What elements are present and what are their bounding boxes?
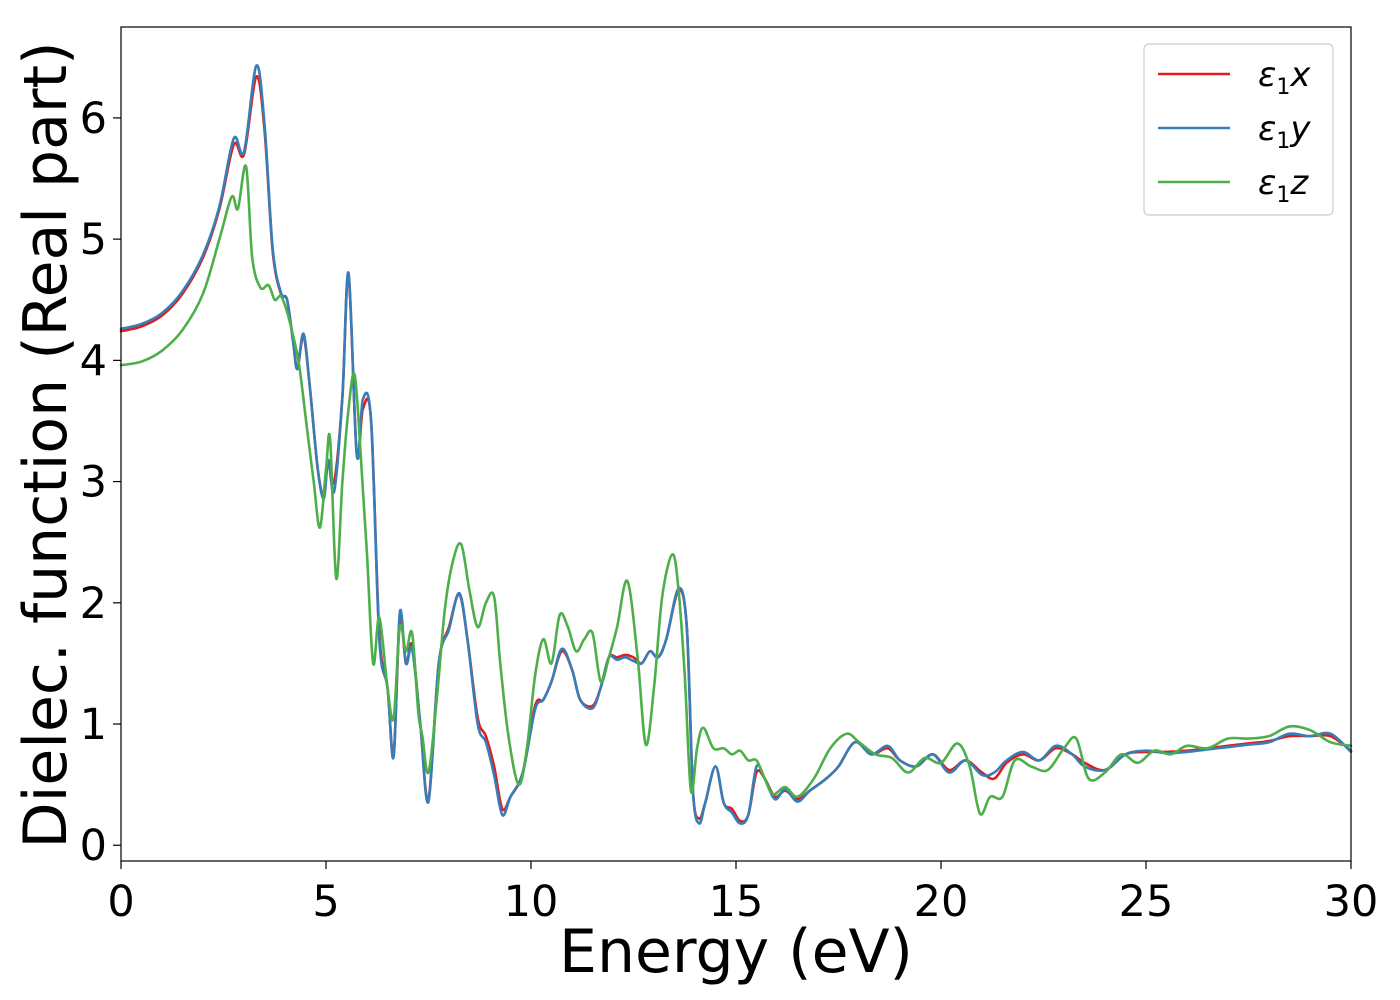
y-axis-ticks: 0 1 2 3 4 5 6 (80, 94, 121, 871)
y-axis-title: Dielec. function (Real part) (11, 42, 81, 849)
y-tick-label: 1 (80, 700, 107, 750)
legend-items: ε1x ε1y ε1z (1158, 55, 1311, 208)
x-axis-title: Energy (eV) (559, 917, 913, 987)
y-tick-label: 6 (80, 94, 107, 144)
series-line-y (119, 64, 1353, 825)
x-tick-label: 15 (709, 877, 764, 927)
y-tick-label: 0 (80, 821, 107, 871)
x-axis-ticks: 0 5 10 15 20 25 30 (107, 861, 1378, 927)
legend-label-z: ε1z (1258, 163, 1309, 208)
legend-label-y: ε1y (1258, 109, 1311, 154)
legend: ε1x ε1y ε1z (1143, 43, 1334, 216)
x-tick-label: 5 (312, 877, 339, 927)
x-tick-label: 20 (914, 877, 969, 927)
x-tick-label: 25 (1119, 877, 1174, 927)
series-line-z (119, 164, 1353, 816)
x-tick-label: 0 (107, 877, 134, 927)
y-tick-label: 3 (80, 458, 107, 508)
legend-box (1143, 43, 1334, 216)
series-layer (119, 64, 1353, 825)
legend-label-x: ε1x (1258, 55, 1311, 100)
y-tick-label: 2 (80, 579, 107, 629)
x-tick-label: 30 (1324, 877, 1379, 927)
y-tick-label: 5 (80, 215, 107, 265)
y-tick-label: 4 (80, 336, 107, 386)
x-tick-label: 10 (504, 877, 559, 927)
